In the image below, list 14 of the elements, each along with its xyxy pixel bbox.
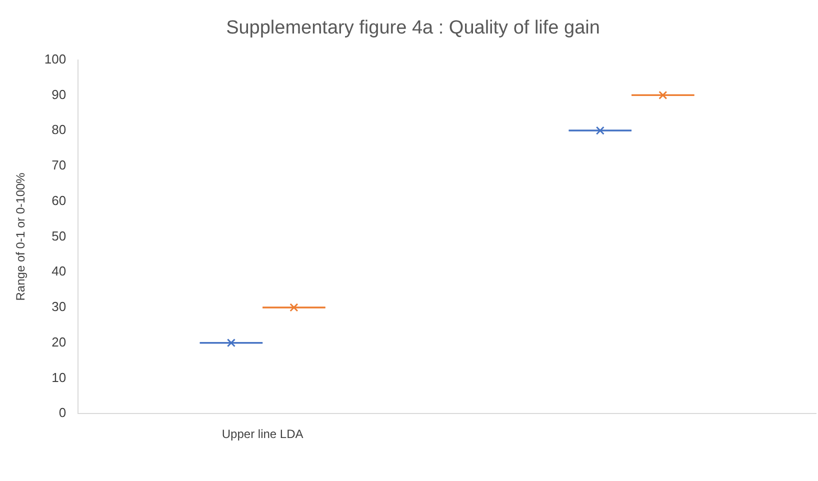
y-tick-label: 0 [58,405,66,420]
y-tick-label: 40 [52,264,66,279]
y-tick-label: 10 [52,370,66,385]
y-tick-label: 70 [52,158,66,173]
y-tick-label: 50 [52,228,66,244]
chart-title: Supplementary figure 4a : Quality of life gain [226,18,600,39]
y-axis-title: Range of 0-1 or 0-100% [14,172,28,301]
y-tick-label: 90 [52,86,66,102]
y-tick-label: 30 [52,299,66,314]
y-tick-label: 60 [52,192,66,208]
y-tick-label: 100 [44,51,66,66]
x-tick-label: Upper line LDA [222,427,304,442]
y-tick-label: 80 [52,122,66,138]
y-tick-label: 20 [52,334,66,350]
